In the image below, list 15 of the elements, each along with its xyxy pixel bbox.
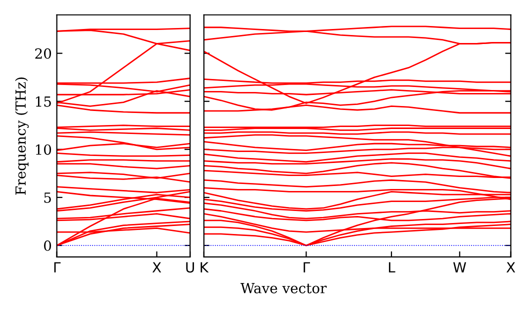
- x-tick-label: Γ: [54, 262, 61, 272]
- x-tick-label: U: [186, 262, 194, 273]
- y-tick-label: 15: [36, 96, 51, 107]
- y-axis-title: Frequency (THz): [15, 78, 29, 195]
- x-axis-title: Wave vector: [240, 283, 327, 294]
- x-tick-label: X: [506, 262, 516, 272]
- x-tick-label: L: [388, 262, 396, 272]
- x-tick-label: K: [200, 262, 209, 272]
- x-tick-label: Γ: [304, 262, 310, 272]
- y-tick-label: 5: [44, 192, 51, 203]
- y-tick-label: 10: [36, 144, 52, 155]
- x-tick-label: W: [453, 262, 466, 272]
- y-tick-label: 0: [44, 240, 52, 251]
- x-tick-label: X: [152, 262, 162, 272]
- y-tick-label: 20: [35, 48, 52, 59]
